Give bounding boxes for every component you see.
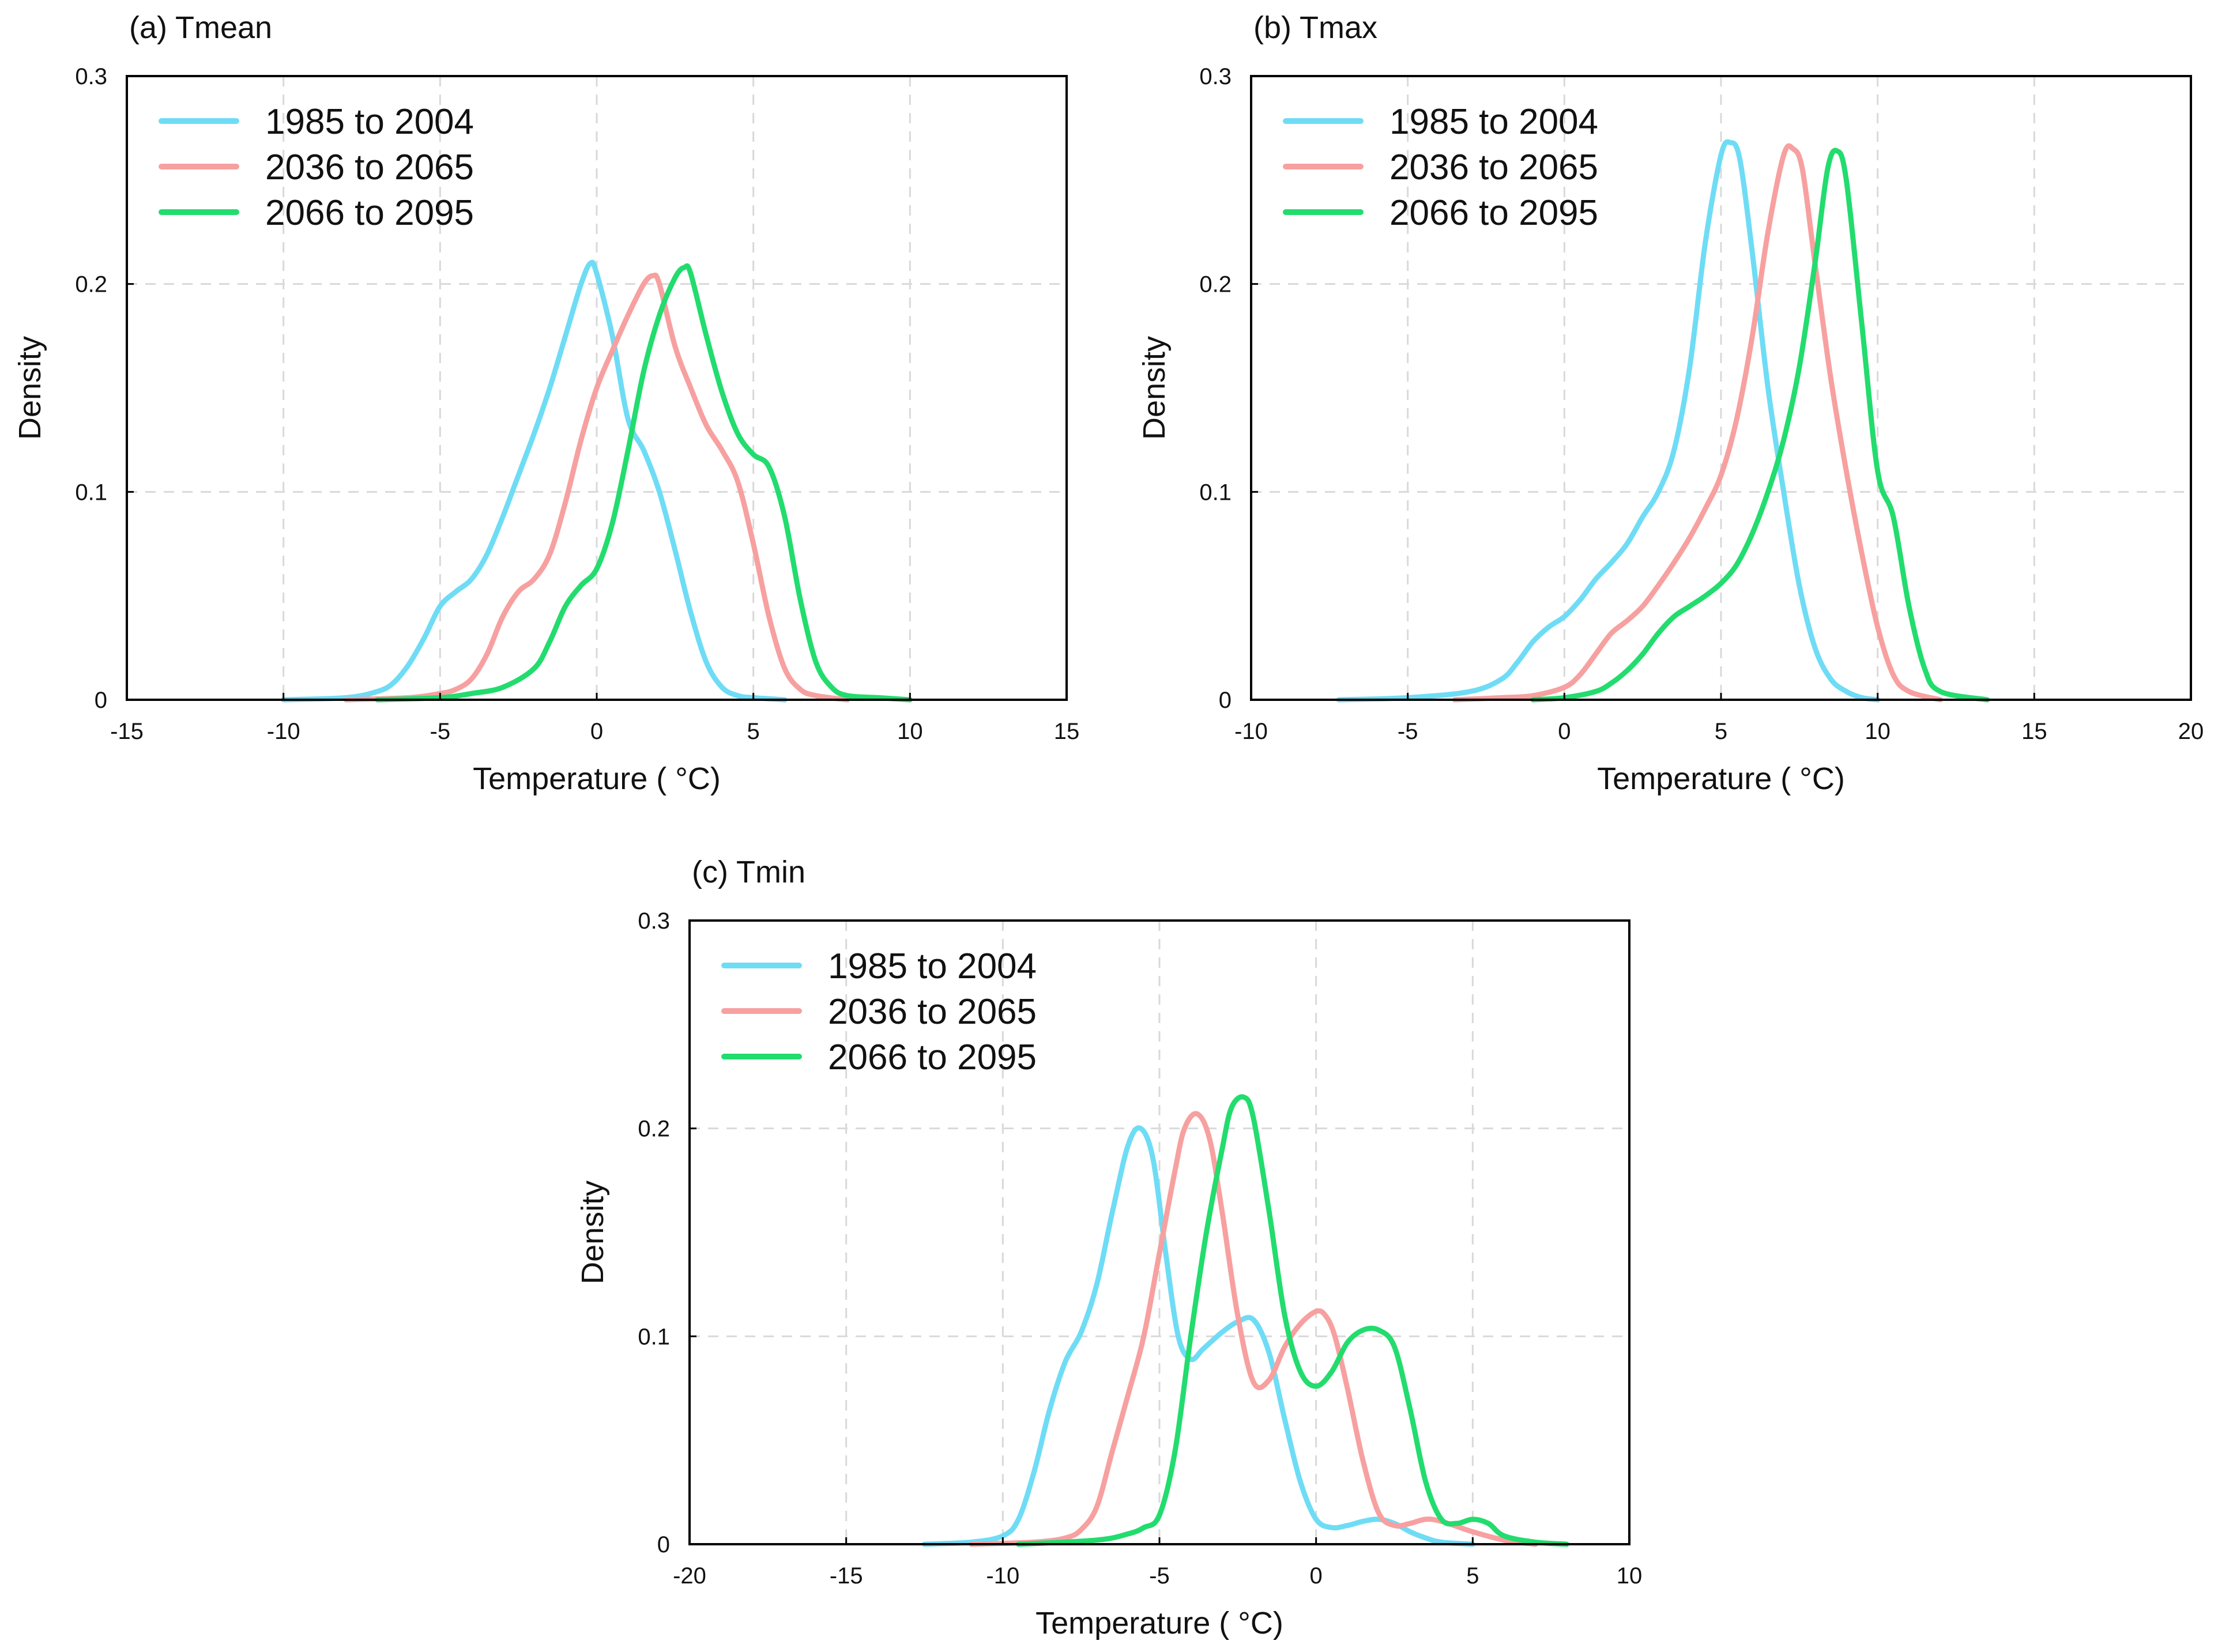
- x-tick-label: -5: [1149, 1563, 1170, 1589]
- y-tick-label: 0.1: [638, 1324, 670, 1349]
- x-tick-label: 0: [590, 719, 603, 744]
- x-tick-label: -5: [1398, 719, 1418, 744]
- legend-label-1: 1985 to 2004: [265, 102, 474, 142]
- x-axis: -15 -10 -5 0 5 10 15: [110, 693, 1079, 744]
- chart-panel-3: -20 -15 -10 -5 0 5 10 0 0.1 0.2 0.3 (c) Tmin Tempera…: [575, 855, 1642, 1640]
- y-tick-label: 0: [1219, 688, 1232, 713]
- grid: [127, 76, 1067, 700]
- panel-title: (c) Tmin: [692, 855, 805, 889]
- y-axis-title: Density: [13, 336, 47, 440]
- legend-label-3: 2066 to 2095: [265, 193, 474, 233]
- series-line-1: [281, 259, 788, 703]
- y-axis-title: Density: [575, 1180, 610, 1284]
- y-tick-label: 0.2: [75, 272, 107, 297]
- x-tick-label: 20: [2178, 719, 2204, 744]
- x-tick-label: 15: [2021, 719, 2047, 744]
- series-group: [922, 1094, 1569, 1547]
- y-axis-title: Density: [1137, 336, 1172, 440]
- x-axis-title: Temperature ( °C): [473, 761, 721, 796]
- chart-panel-2: -10 -5 0 5 10 15 20 0 0.1 0.2 0.3 (b) Tmax Temperatu…: [1137, 10, 2204, 796]
- series-line-2: [969, 1111, 1538, 1547]
- x-tick-label: -5: [430, 719, 451, 744]
- y-tick-label: 0: [95, 688, 107, 713]
- y-axis: 0 0.1 0.2 0.3: [75, 64, 134, 713]
- y-tick-label: 0.3: [75, 64, 107, 89]
- legend: 1985 to 2004 2036 to 2065 2066 to 2095: [721, 946, 1037, 1077]
- x-tick-label: -20: [673, 1563, 706, 1589]
- x-tick-label: -10: [986, 1563, 1019, 1589]
- grid: [1251, 76, 2191, 700]
- y-axis: 0 0.1 0.2 0.3: [638, 908, 696, 1557]
- y-tick-label: 0.1: [1199, 480, 1232, 505]
- y-axis: 0 0.1 0.2 0.3: [1199, 64, 1258, 713]
- series-line-1: [922, 1125, 1475, 1547]
- x-axis-title: Temperature ( °C): [1035, 1606, 1283, 1640]
- y-tick-label: 0.2: [1199, 272, 1232, 297]
- x-axis: -20 -15 -10 -5 0 5 10: [673, 1537, 1642, 1589]
- x-tick-label: 10: [1617, 1563, 1643, 1589]
- y-tick-label: 0.1: [75, 480, 107, 505]
- series-line-3: [375, 263, 913, 703]
- legend-label-2: 2036 to 2065: [265, 148, 474, 187]
- grid: [690, 921, 1629, 1544]
- x-tick-label: 15: [1054, 719, 1080, 744]
- x-tick-label: -15: [830, 1563, 863, 1589]
- legend-label-2: 2036 to 2065: [1389, 148, 1598, 187]
- series-group: [281, 259, 913, 703]
- panel-title: (a) Tmean: [129, 10, 272, 45]
- x-tick-label: 10: [1865, 719, 1891, 744]
- legend-label-2: 2036 to 2065: [828, 992, 1037, 1032]
- x-tick-label: -10: [1234, 719, 1268, 744]
- legend-label-1: 1985 to 2004: [828, 946, 1037, 986]
- y-tick-label: 0: [657, 1532, 670, 1557]
- series-line-2: [1452, 143, 1943, 703]
- series-line-2: [343, 272, 850, 703]
- x-tick-label: -15: [110, 719, 144, 744]
- x-axis-title: Temperature ( °C): [1597, 761, 1845, 796]
- legend-label-3: 2066 to 2095: [828, 1038, 1037, 1077]
- series-line-1: [1336, 139, 1881, 703]
- x-tick-label: 5: [1715, 719, 1727, 744]
- chart-panel-1: -15 -10 -5 0 5 10 15 0 0.1 0.2 0.3 (a) Tmean Tempera…: [13, 10, 1079, 796]
- panel-title: (b) Tmax: [1253, 10, 1377, 45]
- x-tick-label: 5: [1466, 1563, 1479, 1589]
- y-tick-label: 0.2: [638, 1117, 670, 1142]
- x-tick-label: -10: [267, 719, 300, 744]
- x-tick-label: 0: [1310, 1563, 1323, 1589]
- x-tick-label: 5: [747, 719, 760, 744]
- series-line-3: [1016, 1094, 1569, 1547]
- series-group: [1336, 139, 1990, 703]
- y-tick-label: 0.3: [1199, 64, 1232, 89]
- legend: 1985 to 2004 2036 to 2065 2066 to 2095: [159, 102, 474, 233]
- legend-label-3: 2066 to 2095: [1389, 193, 1598, 233]
- legend: 1985 to 2004 2036 to 2065 2066 to 2095: [1283, 102, 1598, 233]
- legend-label-1: 1985 to 2004: [1389, 102, 1598, 142]
- x-axis: -10 -5 0 5 10 15 20: [1234, 693, 2204, 744]
- x-tick-label: 10: [897, 719, 923, 744]
- series-line-3: [1530, 148, 1990, 703]
- x-tick-label: 0: [1558, 719, 1571, 744]
- y-tick-label: 0.3: [638, 908, 670, 934]
